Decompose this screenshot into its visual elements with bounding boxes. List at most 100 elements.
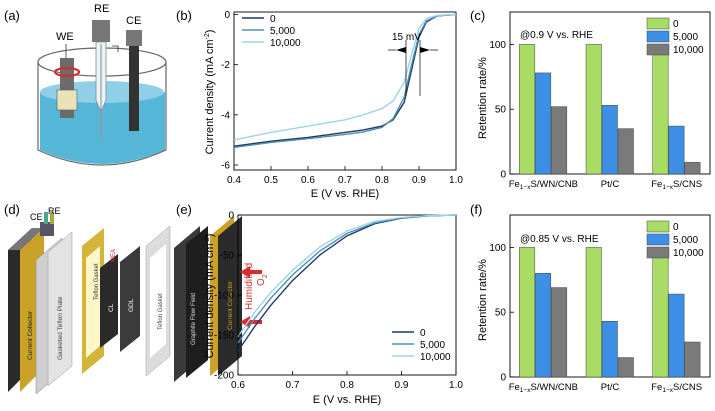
legend-swatch-2 <box>646 43 670 56</box>
x-tick-label: Fe1−xS/WN/CNB <box>509 179 578 191</box>
working-electrode-tip <box>56 89 78 111</box>
bar-0-0 <box>519 44 536 175</box>
chart-f: (f) @0.85 V vs. RHE Fe1−xS/WN/CNB Pt/C Fe1… <box>470 202 711 394</box>
series-line-2 <box>233 13 457 141</box>
x-tick-label: 0.7 <box>338 175 352 186</box>
humidified-label: Humidified <box>244 263 255 310</box>
panel-f-label: (f) <box>470 202 482 217</box>
catalyst-layer <box>100 254 118 348</box>
legend-label-1: 5,000 <box>420 340 445 351</box>
legend-label-0: 0 <box>673 222 679 233</box>
y-tick-label: 0 <box>500 373 506 384</box>
legend-label-1: 5,000 <box>673 32 698 43</box>
panel-d-label: (d) <box>4 202 20 217</box>
chart-c: (c) @0.9 V vs. RHE Fe1−xS/WN/CNB Pt/C Fe1−… <box>470 8 711 191</box>
legend-label-2: 10,000 <box>420 352 451 363</box>
x-tick-label: Fe1−xS/WN/CNB <box>509 382 578 394</box>
chart-b: (b) 0.4 0.5 0.6 0.7 0.8 0.9 1.0 0 -2 -4 -6 15 mV E… <box>176 8 463 200</box>
bar-0-1 <box>535 72 552 175</box>
bar-1-1 <box>601 105 618 175</box>
legend-label-1: 5,000 <box>270 26 295 37</box>
x-tick-label: 0.6 <box>231 380 245 391</box>
series-line-2 <box>237 214 457 337</box>
y-axis-label: Current density (mA cm-2) <box>204 30 216 155</box>
y-tick-label: 100 <box>489 40 506 51</box>
legend-label-2: 10,000 <box>673 45 704 56</box>
panel-a-label: (a) <box>4 8 20 23</box>
annotation-text: @0.85 V vs. RHE <box>520 234 599 245</box>
layer-label-5: MEA <box>111 249 117 262</box>
bar-0-0 <box>519 247 536 378</box>
series-line-0 <box>233 13 457 147</box>
x-tick-label: Fe1−xS/CNS <box>651 382 702 394</box>
bar-0-1 <box>535 273 552 378</box>
legend-label-2: 10,000 <box>270 38 301 49</box>
y-tick-label: 0 <box>500 170 506 181</box>
x-tick-label: 0.9 <box>412 175 426 186</box>
legend-swatch-1 <box>646 233 670 246</box>
o2-in-arrow-icon <box>240 266 262 278</box>
legend-label-0: 0 <box>673 19 679 30</box>
panel-d: (d) Current Collector Gasketed Teflon Pl… <box>4 202 269 395</box>
x-tick-label: 0.5 <box>264 175 278 186</box>
y-axis-label: Current density (mA cm-2) <box>204 234 216 359</box>
x-axis-label: E (V vs. RHE) <box>313 394 381 406</box>
ce-label: CE <box>126 15 141 27</box>
legend-label-2: 10,000 <box>673 248 704 259</box>
y-axis-label: Retention rate/% <box>477 57 489 139</box>
bar-1-2 <box>617 357 634 378</box>
x-tick-label: Pt/C <box>601 179 620 190</box>
bar-2-0 <box>652 247 669 378</box>
y-tick-label: -2 <box>221 60 230 71</box>
bar-2-1 <box>668 293 685 378</box>
bar-1-0 <box>585 44 602 175</box>
bar-2-2 <box>684 341 701 378</box>
x-tick-label: 0.8 <box>340 380 354 391</box>
layer-label-7: Graphite Flow Field <box>191 293 197 345</box>
layer-label-3: CL <box>108 303 115 312</box>
layer-label-8: Current Collector <box>227 280 234 330</box>
x-tick-label: 1.0 <box>449 175 463 186</box>
x-axis-label: E (V vs. RHE) <box>311 188 379 200</box>
x-tick-label: 0.8 <box>375 175 389 186</box>
annotation-arrow-left-icon <box>396 47 406 53</box>
panel-a: (a) WE RE CE <box>4 3 167 166</box>
re-label: RE <box>94 3 109 15</box>
bar-1-1 <box>601 321 618 378</box>
layer-label-1: Gasketed Teflon Plate <box>57 296 64 360</box>
y-tick-label: -4 <box>221 110 230 121</box>
x-tick-label: Fe1−xS/CNS <box>651 179 702 191</box>
layer-label-6: Teflon Gasket <box>158 293 164 330</box>
legend-label-0: 0 <box>270 14 276 25</box>
y-tick-label: -6 <box>221 160 230 171</box>
counter-electrode-rod <box>129 46 139 131</box>
x-tick-label: 0.4 <box>227 175 241 186</box>
annotation-text: 15 mV <box>392 32 421 43</box>
x-tick-label: 0.6 <box>301 175 315 186</box>
x-tick-label: 1.0 <box>449 380 463 391</box>
counter-electrode-cap <box>126 30 142 46</box>
layer-label-4: GDL <box>128 298 135 312</box>
rotation-arrow-icon <box>53 66 81 78</box>
y-tick-label: -50 <box>220 251 235 262</box>
bar-0-2 <box>551 287 568 378</box>
legend-swatch-2 <box>646 246 670 259</box>
plot-area <box>237 214 457 376</box>
y-tick-label: 0 <box>224 10 230 21</box>
chart-e: (e) 0.6 0.7 0.8 0.9 1.0 0 -50 -100 -150 -200 E (V… <box>176 202 463 406</box>
panel-e-label: (e) <box>176 202 192 217</box>
cell-connector <box>40 222 54 236</box>
legend-label-0: 0 <box>420 328 426 339</box>
y-tick-label: -200 <box>214 371 234 382</box>
y-tick-label: -100 <box>214 291 234 302</box>
o2-label: O2 <box>256 274 269 286</box>
gdl-layer <box>120 246 140 352</box>
annotation-arrow-right-icon <box>420 47 430 53</box>
cell-re-label: RE <box>48 206 61 216</box>
bar-2-2 <box>684 162 701 175</box>
reference-electrode-cap <box>92 20 110 42</box>
beaker-wall <box>37 62 167 166</box>
legend-swatch-0 <box>646 17 670 30</box>
bar-1-0 <box>585 247 602 378</box>
